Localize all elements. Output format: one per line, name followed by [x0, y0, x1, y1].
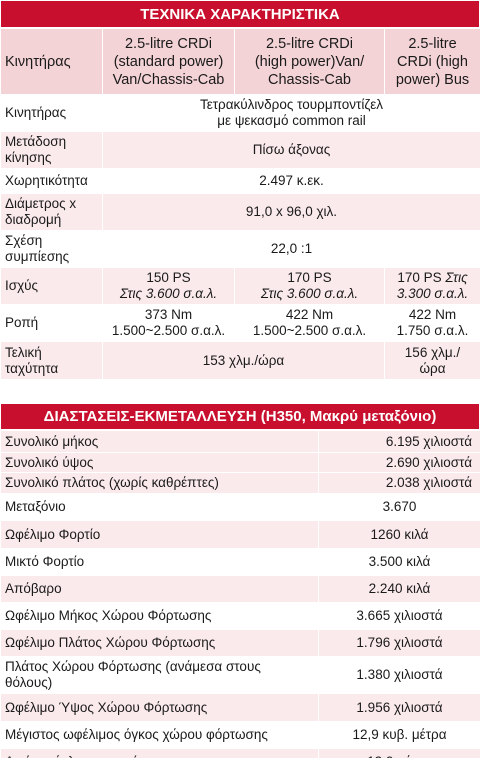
dims-row: Συνολικό ύψος 2.690 χιλιοστά — [0, 452, 480, 473]
dims-row: Συνολικό μήκος 6.195 χιλιοστά — [0, 430, 480, 453]
capacity-row: Χωρητικότητα 2.497 κ.εκ. — [0, 168, 480, 194]
torque-row: Ροπή 373 Nm 1.500~2.500 σ.α.λ. 422 Nm 1.… — [0, 304, 480, 342]
dims-row: Ωφέλιμο Πλάτος Χώρου Φόρτωσης 1.796 χιλι… — [0, 629, 480, 657]
dims-label: Ωφέλιμο Μήκος Χώρου Φόρτωσης — [0, 602, 319, 630]
drive-label: Μετάδοση κίνησης — [0, 131, 103, 169]
dims-row: Μέγιστος ωφέλιμος όγκος χώρου φόρτωσης 1… — [0, 721, 480, 749]
bore-value: 91,0 x 96,0 χιλ. — [102, 193, 480, 231]
dims-value: 2.038 χιλιοστά — [318, 472, 480, 494]
dims-label: Συνολικό μήκος — [0, 430, 319, 453]
dims-value: 12,9 μέτρα — [318, 748, 480, 758]
dims-value: 1.956 χιλιοστά — [318, 693, 480, 722]
compression-value: 22,0 :1 — [102, 230, 480, 268]
torque-bus: 422 Nm 1.750 σ.α.λ. — [384, 304, 480, 342]
dims-label: Μικτό Φορτίο — [0, 548, 319, 576]
dims-label: Μέγιστος ωφέλιμος όγκος χώρου φόρτωσης — [0, 721, 319, 749]
dims-row: Απόβαρο 2.240 κιλά — [0, 575, 480, 603]
power-high: 170 PS Στις 3.600 σ.α.λ. — [234, 267, 385, 305]
header-label: Κινητήρας — [0, 28, 103, 95]
dims-label: Ακτίνα κύκλου στροφής — [0, 748, 319, 758]
dims-row: Ωφέλιμο Φορτίο 1260 κιλά — [0, 520, 480, 549]
dims-value: 3.500 κιλά — [318, 548, 480, 576]
dims-section-title: ΔΙΑΣΤΑΣΕΙΣ-ΕΚΜΕΤΑΛΛΕΥΣΗ (H350, Μακρύ μετ… — [0, 403, 480, 430]
speed-label: Τελική ταχύτητα — [0, 341, 103, 380]
dims-value: 2.240 κιλά — [318, 575, 480, 603]
dims-row: Συνολικό πλάτος (χωρίς καθρέπτες) 2.038 … — [0, 472, 480, 494]
engine-value: Τετρακύλινδρος τουρμποντίζελ με ψεκασμό … — [102, 94, 480, 132]
dims-value: 3.670 — [318, 493, 480, 521]
dims-row: Μεταξόνιο 3.670 — [0, 493, 480, 521]
dims-label: Συνολικό ύψος — [0, 452, 319, 473]
dims-value: 12,9 κυβ. μέτρα — [318, 721, 480, 749]
dims-label: Μεταξόνιο — [0, 493, 319, 521]
dims-value: 1260 κιλά — [318, 520, 480, 549]
compression-label: Σχέση συμπίεσης — [0, 230, 103, 268]
bore-label: Διάμετρος x διαδρομή — [0, 193, 103, 231]
capacity-value: 2.497 κ.εκ. — [102, 168, 480, 194]
dims-label: Πλάτος Χώρου Φόρτωσης (ανάμεσα στους θόλ… — [0, 656, 319, 694]
drive-value: Πίσω άξονας — [102, 131, 480, 169]
dims-value: 1.796 χιλιοστά — [318, 629, 480, 657]
spec-header-row: Κινητήρας 2.5-litre CRDi (standard power… — [0, 28, 480, 95]
compression-row: Σχέση συμπίεσης 22,0 :1 — [0, 230, 480, 268]
torque-high: 422 Nm 1.500~2.500 σ.α.λ. — [234, 304, 385, 342]
dims-value: 3.665 χιλιοστά — [318, 602, 480, 630]
dims-row: Μικτό Φορτίο 3.500 κιλά — [0, 548, 480, 576]
speed-van-value: 153 χλμ./ώρα — [102, 341, 385, 380]
dims-label: Ωφέλιμο Φορτίο — [0, 520, 319, 549]
dims-row: Ωφέλιμο Μήκος Χώρου Φόρτωσης 3.665 χιλιο… — [0, 602, 480, 630]
engine-row: Κινητήρας Τετρακύλινδρος τουρμποντίζελ μ… — [0, 94, 480, 132]
spec-section-title: ΤΕΧΝΙΚΑ ΧΑΡΑΚΤΗΡΙΣΤΙΚΑ — [0, 0, 480, 28]
power-row: Ισχύς 150 PS Στις 3.600 σ.α.λ. 170 PS Στ… — [0, 267, 480, 305]
spec-table: Κινητήρας 2.5-litre CRDi (standard power… — [0, 28, 480, 380]
capacity-label: Χωρητικότητα — [0, 168, 103, 194]
speed-bus-value: 156 χλμ./ ώρα — [384, 341, 480, 380]
dims-label: Ωφέλιμο Ύψος Χώρου Φόρτωσης — [0, 693, 319, 722]
dims-label: Ωφέλιμο Πλάτος Χώρου Φόρτωσης — [0, 629, 319, 657]
power-label: Ισχύς — [0, 267, 103, 305]
dims-row: Ωφέλιμο Ύψος Χώρου Φόρτωσης 1.956 χιλιοσ… — [0, 693, 480, 722]
dims-row: Ακτίνα κύκλου στροφής 12,9 μέτρα — [0, 748, 480, 758]
dims-value: 6.195 χιλιοστά — [318, 430, 480, 453]
dims-table: Συνολικό μήκος 6.195 χιλιοστά Συνολικό ύ… — [0, 430, 480, 758]
drive-row: Μετάδοση κίνησης Πίσω άξονας — [0, 131, 480, 169]
power-bus: 170 PS Στις 3.300 σ.α.λ. — [384, 267, 480, 305]
power-standard: 150 PS Στις 3.600 σ.α.λ. — [102, 267, 235, 305]
speed-row: Τελική ταχύτητα 153 χλμ./ώρα 156 χλμ./ ώ… — [0, 341, 480, 380]
bore-row: Διάμετρος x διαδρομή 91,0 x 96,0 χιλ. — [0, 193, 480, 231]
dims-value: 2.690 χιλιοστά — [318, 452, 480, 473]
dims-label: Απόβαρο — [0, 575, 319, 603]
dims-row: Πλάτος Χώρου Φόρτωσης (ανάμεσα στους θόλ… — [0, 656, 480, 694]
engine-label: Κινητήρας — [0, 94, 103, 132]
torque-standard: 373 Nm 1.500~2.500 σ.α.λ. — [102, 304, 235, 342]
header-col-high: 2.5-litre CRDi (high power)Van/ Chassis-… — [234, 28, 385, 95]
torque-label: Ροπή — [0, 304, 103, 342]
header-col-standard: 2.5-litre CRDi (standard power) Van/Chas… — [102, 28, 235, 95]
dims-value: 1.380 χιλιοστά — [318, 656, 480, 694]
header-col-bus: 2.5-litre CRDi (high power) Bus — [384, 28, 480, 95]
dims-label: Συνολικό πλάτος (χωρίς καθρέπτες) — [0, 472, 319, 494]
